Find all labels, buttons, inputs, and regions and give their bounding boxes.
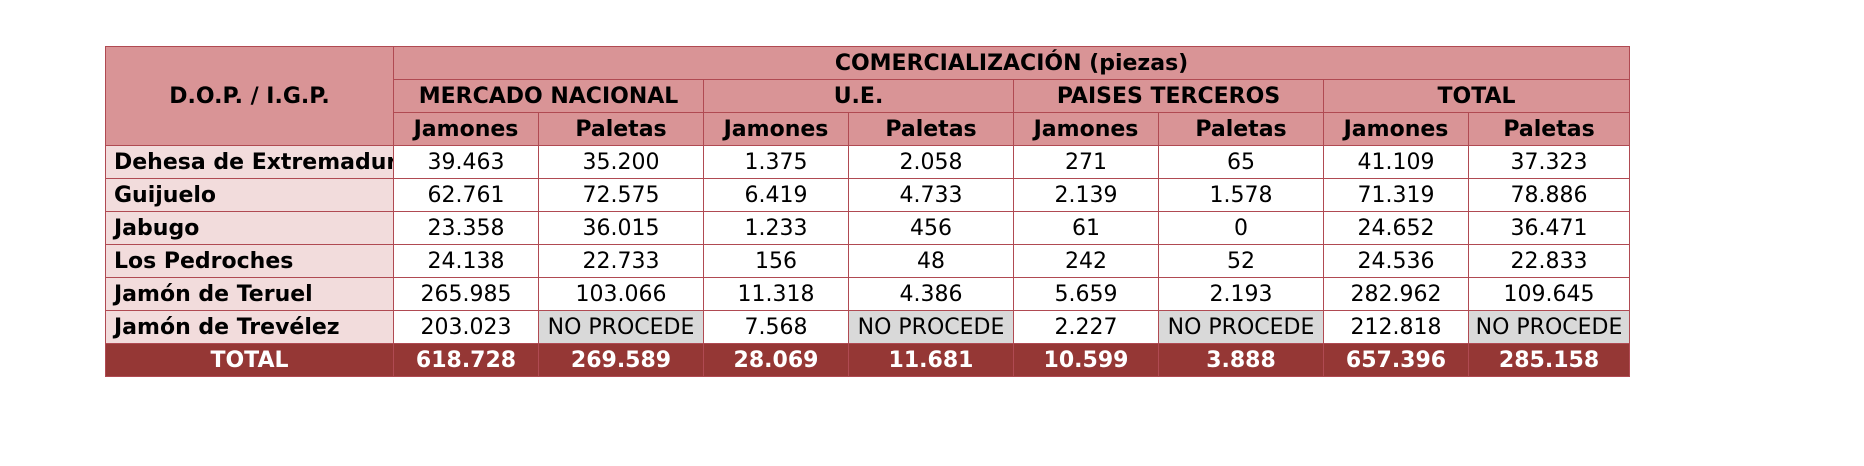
table-cell: 61 — [1013, 211, 1159, 245]
table-cell: 65 — [1158, 145, 1324, 179]
table-cell: NO PROCEDE — [538, 310, 704, 344]
table-cell: 2.227 — [1013, 310, 1159, 344]
table-cell: 71.319 — [1323, 178, 1469, 212]
total-label: TOTAL — [105, 343, 394, 377]
total-cell: 11.681 — [848, 343, 1014, 377]
table-cell: 52 — [1158, 244, 1324, 278]
group-header-ue: U.E. — [703, 79, 1014, 113]
table-cell: 72.575 — [538, 178, 704, 212]
table-cell: 35.200 — [538, 145, 704, 179]
sub-header: Paletas — [538, 112, 704, 146]
sub-header: Paletas — [1467, 112, 1631, 146]
row-label-header: D.O.P. / I.G.P. — [105, 46, 394, 146]
table-cell: 37.323 — [1467, 145, 1631, 179]
group-header-nacional: MERCADO NACIONAL — [393, 79, 704, 113]
table-cell: NO PROCEDE — [848, 310, 1014, 344]
table-row: Jamón de Teruel 265.985 103.066 11.318 4.386… — [105, 277, 1631, 311]
main-header: COMERCIALIZACIÓN (piezas) — [392, 46, 1631, 80]
table-cell: 4.386 — [848, 277, 1014, 311]
table-cell: 271 — [1013, 145, 1159, 179]
total-cell: 657.396 — [1323, 343, 1469, 377]
table-row: Dehesa de Extremadura 39.463 35.200 1.375 2.… — [105, 145, 1631, 179]
total-cell: 10.599 — [1013, 343, 1159, 377]
table-cell: 282.962 — [1323, 277, 1469, 311]
group-header-terceros: PAISES TERCEROS — [1013, 79, 1324, 113]
total-cell: 28.069 — [703, 343, 849, 377]
table-cell: 7.568 — [703, 310, 849, 344]
sub-header: Jamones — [393, 112, 539, 146]
table-cell: 109.645 — [1467, 277, 1631, 311]
total-cell: 3.888 — [1158, 343, 1324, 377]
total-cell: 618.728 — [393, 343, 539, 377]
group-header-total: TOTAL — [1322, 79, 1631, 113]
total-row: TOTAL 618.728 269.589 28.069 11.681 10.5… — [105, 343, 1631, 377]
row-label: Guijuelo — [105, 178, 394, 212]
sub-header: Jamones — [1013, 112, 1159, 146]
table-cell: 24.138 — [393, 244, 539, 278]
table-cell: 41.109 — [1323, 145, 1469, 179]
table-cell: 24.652 — [1323, 211, 1469, 245]
table-cell: 2.139 — [1013, 178, 1159, 212]
table-cell: 2.058 — [848, 145, 1014, 179]
table-cell: 456 — [848, 211, 1014, 245]
table-cell: 203.023 — [393, 310, 539, 344]
sub-header: Paletas — [1158, 112, 1324, 146]
table-cell: 1.375 — [703, 145, 849, 179]
table-cell: 11.318 — [703, 277, 849, 311]
table-cell: 36.015 — [538, 211, 704, 245]
table-cell: 5.659 — [1013, 277, 1159, 311]
table-row: Jabugo 23.358 36.015 1.233 456 61 0 24.652 36.47… — [105, 211, 1631, 245]
row-label: Jamón de Trevélez — [105, 310, 394, 344]
row-label: Jabugo — [105, 211, 394, 245]
row-label: Los Pedroches — [105, 244, 394, 278]
total-cell: 285.158 — [1467, 343, 1631, 377]
table-cell: 36.471 — [1467, 211, 1631, 245]
table-cell: NO PROCEDE — [1467, 310, 1631, 344]
table-cell: 39.463 — [393, 145, 539, 179]
table-row: Jamón de Trevélez 203.023 NO PROCEDE 7.568 N… — [105, 310, 1631, 344]
table-cell: 22.833 — [1467, 244, 1631, 278]
table-cell: 23.358 — [393, 211, 539, 245]
table-cell: NO PROCEDE — [1158, 310, 1324, 344]
table-cell: 212.818 — [1323, 310, 1469, 344]
sub-header: Paletas — [848, 112, 1014, 146]
comercializacion-table: D.O.P. / I.G.P. COMERCIALIZACIÓN (piezas… — [105, 46, 1631, 377]
table-cell: 22.733 — [538, 244, 704, 278]
total-cell: 269.589 — [538, 343, 704, 377]
table-cell: 103.066 — [538, 277, 704, 311]
row-label: Dehesa de Extremadura — [105, 145, 394, 179]
table-cell: 242 — [1013, 244, 1159, 278]
table-cell: 62.761 — [393, 178, 539, 212]
table-cell: 0 — [1158, 211, 1324, 245]
table-cell: 265.985 — [393, 277, 539, 311]
table-cell: 78.886 — [1467, 178, 1631, 212]
table-cell: 48 — [848, 244, 1014, 278]
table-cell: 2.193 — [1158, 277, 1324, 311]
table-cell: 4.733 — [848, 178, 1014, 212]
sub-header: Jamones — [1323, 112, 1469, 146]
table-cell: 1.233 — [703, 211, 849, 245]
table-cell: 156 — [703, 244, 849, 278]
row-label: Jamón de Teruel — [105, 277, 394, 311]
table-row: Los Pedroches 24.138 22.733 156 48 242 52 24.53… — [105, 244, 1631, 278]
table-cell: 6.419 — [703, 178, 849, 212]
table-cell: 24.536 — [1323, 244, 1469, 278]
sub-header: Jamones — [703, 112, 849, 146]
table-cell: 1.578 — [1158, 178, 1324, 212]
table-row: Guijuelo 62.761 72.575 6.419 4.733 2.139 1.578… — [105, 178, 1631, 212]
